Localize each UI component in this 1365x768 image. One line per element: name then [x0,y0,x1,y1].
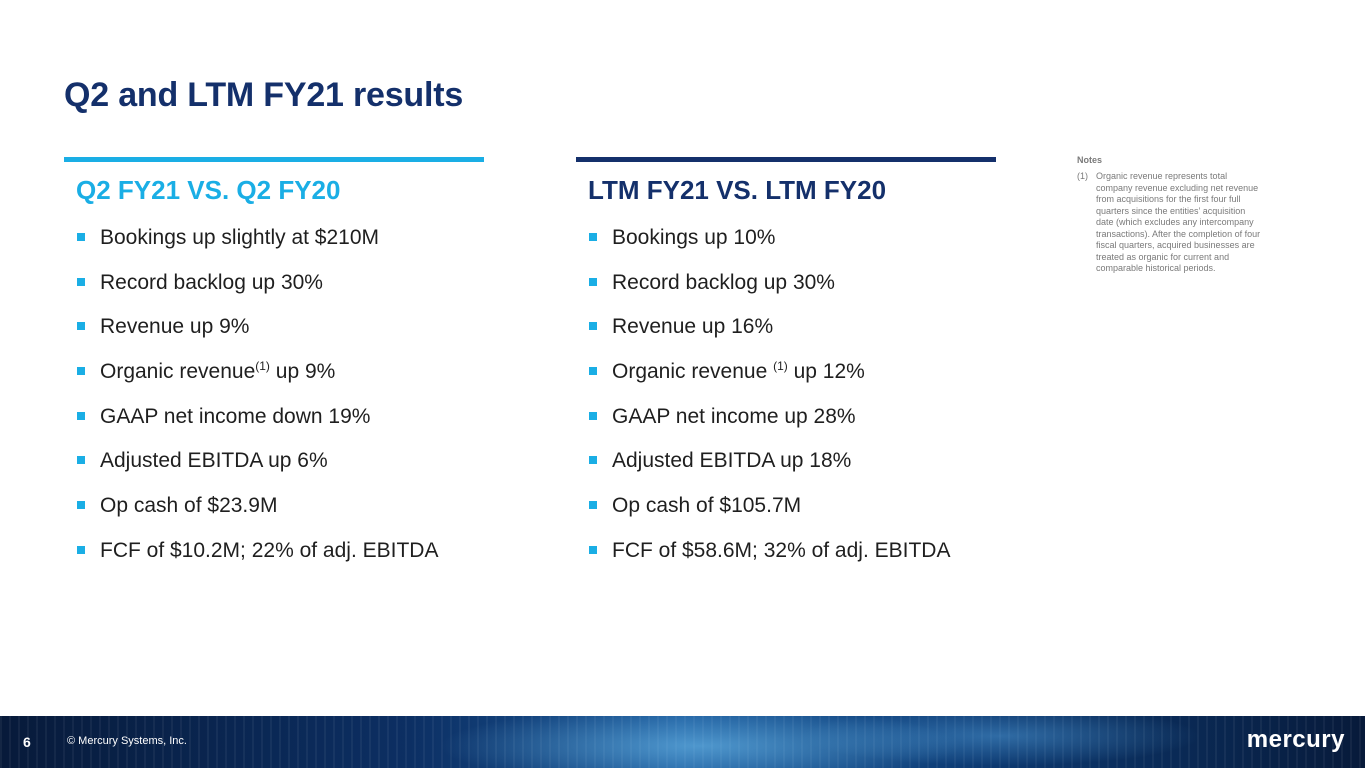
ltm-heading: LTM FY21 VS. LTM FY20 [588,175,887,205]
list-item-text: Record backlog up 30% [100,270,323,294]
square-bullet-icon [77,367,85,376]
q2-results-list: Bookings up slightly at $210M Record bac… [76,224,484,582]
square-bullet-icon [77,277,85,286]
list-item: FCF of $10.2M; 22% of adj. EBITDA [76,537,484,582]
footer-bar: 6 © Mercury Systems, Inc. mercury [0,716,1365,768]
list-item-text: Organic revenue [612,360,774,384]
list-item-text: FCF of $58.6M; 32% of adj. EBITDA [612,538,951,562]
list-item-text: Op cash of $105.7M [612,494,802,518]
list-item: Record backlog up 30% [76,269,484,314]
list-item: Record backlog up 30% [588,269,996,314]
footnote-marker: (1) [773,359,788,374]
list-item: Op cash of $23.9M [76,492,484,537]
list-item-text: Revenue up 9% [100,315,250,339]
square-bullet-icon [77,501,85,510]
square-bullet-icon [77,322,85,331]
square-bullet-icon [589,367,597,376]
list-item: Revenue up 16% [588,313,996,358]
square-bullet-icon [77,411,85,420]
ltm-heading-rule [576,157,996,162]
q2-heading-rule [64,157,484,162]
note-number: (1) [1077,171,1088,181]
list-item: Revenue up 9% [76,313,484,358]
footnote-marker: (1) [255,359,270,374]
list-item: Adjusted EBITDA up 6% [76,447,484,492]
square-bullet-icon [589,233,597,241]
list-item-text: FCF of $10.2M; 22% of adj. EBITDA [100,538,439,562]
list-item: GAAP net income up 28% [588,403,996,448]
note-item: (1) Organic revenue represents total com… [1077,171,1262,275]
list-item-text: Adjusted EBITDA up 6% [100,449,328,473]
list-item-text: GAAP net income up 28% [612,404,856,428]
page-number: 6 [23,734,31,750]
list-item-text: GAAP net income down 19% [100,404,371,428]
list-item-text: Bookings up slightly at $210M [100,226,379,249]
list-item-text: up 9% [269,360,336,384]
list-item: FCF of $58.6M; 32% of adj. EBITDA [588,537,996,582]
list-item: Organic revenue(1) up 9% [76,358,484,403]
q2-comparison-column: Q2 FY21 VS. Q2 FY20 Bookings up slightly… [64,157,484,582]
list-item: Bookings up slightly at $210M [76,224,484,269]
notes-panel: Notes (1) Organic revenue represents tot… [1077,155,1262,275]
list-item-text: Bookings up 10% [612,226,776,249]
q2-heading: Q2 FY21 VS. Q2 FY20 [76,175,341,205]
square-bullet-icon [589,277,597,286]
list-item: Adjusted EBITDA up 18% [588,447,996,492]
square-bullet-icon [589,411,597,420]
list-item-text: up 12% [787,360,865,384]
slide-title: Q2 and LTM FY21 results [64,76,464,114]
square-bullet-icon [589,545,597,554]
square-bullet-icon [589,322,597,331]
square-bullet-icon [77,545,85,554]
list-item-text: Adjusted EBITDA up 18% [612,449,852,473]
list-item: Op cash of $105.7M [588,492,996,537]
ltm-comparison-column: LTM FY21 VS. LTM FY20 Bookings up 10% Re… [576,157,996,582]
square-bullet-icon [589,501,597,510]
copyright-text: © Mercury Systems, Inc. [67,735,187,747]
list-item-text: Op cash of $23.9M [100,494,278,518]
square-bullet-icon [589,456,597,465]
list-item-text: Organic revenue [100,360,256,384]
square-bullet-icon [77,456,85,465]
list-item: Organic revenue (1) up 12% [588,358,996,403]
notes-title: Notes [1077,155,1103,165]
list-item-text: Record backlog up 30% [612,270,835,294]
square-bullet-icon [77,233,85,241]
list-item: GAAP net income down 19% [76,403,484,448]
mercury-logo: mercury [1246,726,1345,753]
ltm-results-list: Bookings up 10% Record backlog up 30% Re… [588,224,996,582]
list-item-text: Revenue up 16% [612,315,774,339]
list-item: Bookings up 10% [588,224,996,269]
note-text: Organic revenue represents total company… [1096,171,1261,273]
